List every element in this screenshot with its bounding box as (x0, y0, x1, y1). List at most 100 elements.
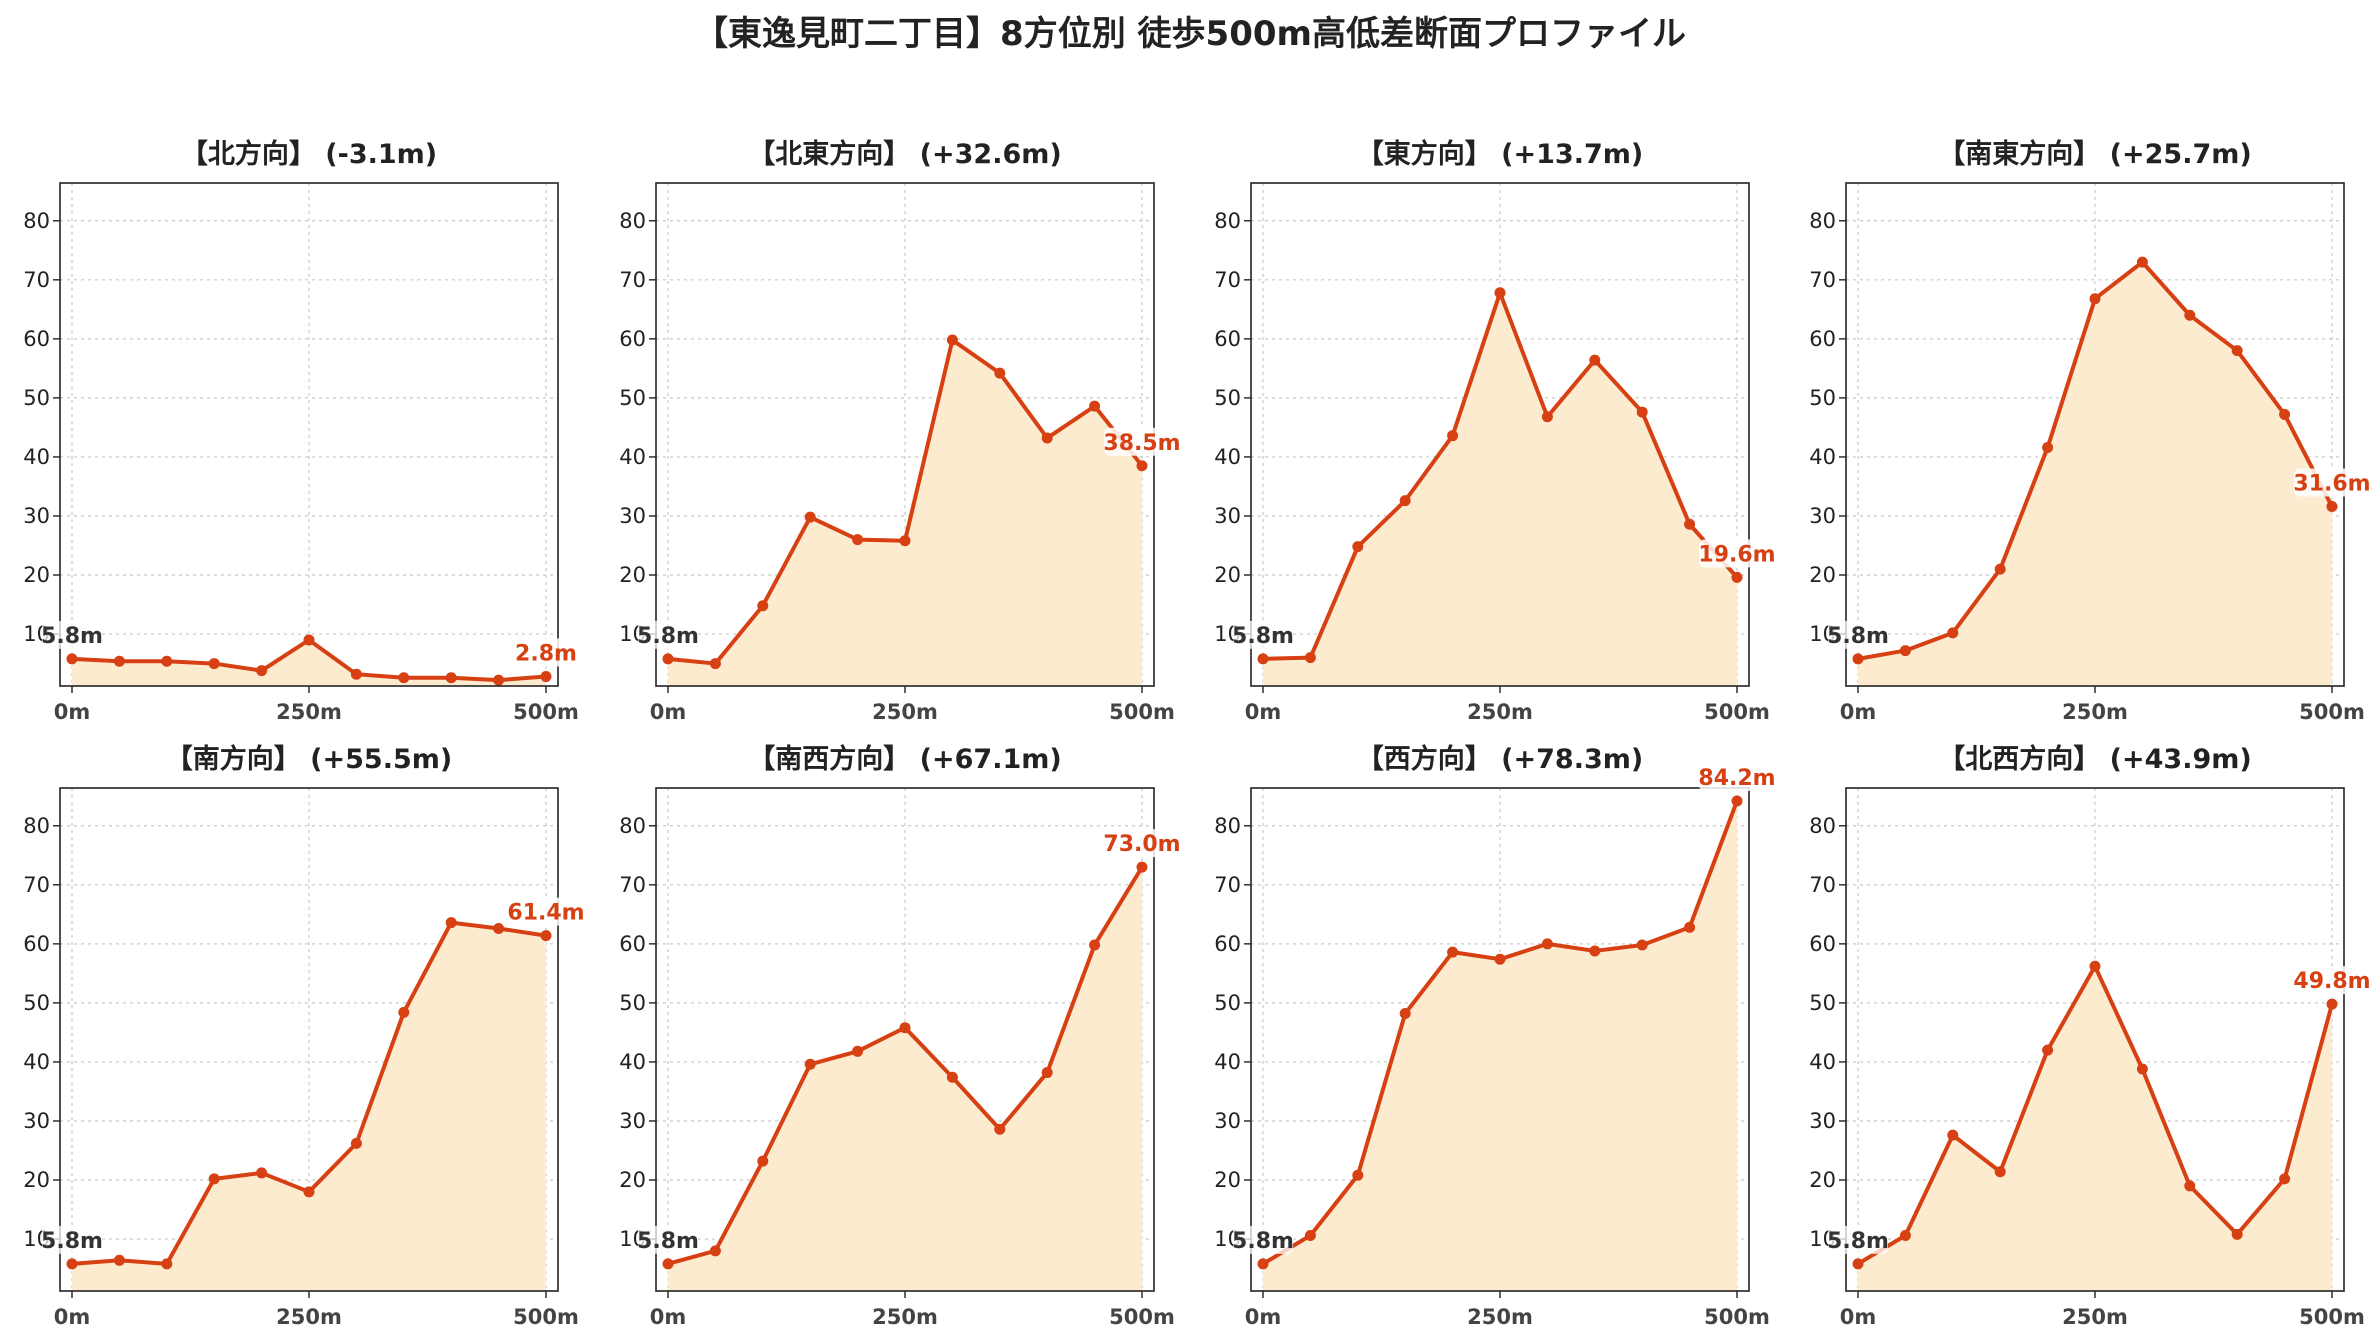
x-tick-label: 500m (2299, 1305, 2365, 1329)
area-fill (668, 867, 1142, 1291)
data-point (2042, 1044, 2054, 1056)
start-elevation-label: 5.8m (1232, 624, 1294, 649)
y-tick-label: 50 (1809, 991, 1836, 1015)
data-point (1684, 921, 1696, 933)
data-point (804, 511, 816, 523)
data-point (540, 930, 552, 942)
end-elevation-label: 31.6m (2293, 472, 2370, 497)
data-point (2184, 309, 2196, 321)
y-tick-label: 40 (23, 445, 50, 469)
x-tick-label: 0m (1840, 1305, 1877, 1329)
data-point (2326, 501, 2338, 513)
y-tick-label: 20 (1214, 1168, 1241, 1192)
data-point (709, 658, 721, 670)
y-tick-label: 80 (1809, 814, 1836, 838)
data-point (398, 1006, 410, 1018)
y-tick-label: 30 (619, 504, 646, 528)
data-point (1352, 1169, 1364, 1181)
y-tick-label: 80 (619, 814, 646, 838)
x-tick-label: 500m (1109, 1305, 1175, 1329)
y-tick-label: 80 (23, 814, 50, 838)
data-point (1541, 938, 1553, 950)
x-tick-label: 500m (513, 1305, 579, 1329)
y-tick-label: 60 (23, 327, 50, 351)
area-fill (1263, 292, 1737, 686)
y-tick-label: 40 (1809, 1050, 1836, 1074)
y-tick-label: 50 (619, 991, 646, 1015)
panel-title: 【東方向】 (+13.7m) (1357, 138, 1643, 170)
y-tick-label: 40 (23, 1050, 50, 1074)
data-point (1589, 945, 1601, 957)
data-point (1684, 518, 1696, 530)
start-label-bg (1828, 1225, 1888, 1254)
data-point (899, 1022, 911, 1034)
y-tick-label: 70 (1809, 268, 1836, 292)
data-point (256, 1167, 268, 1179)
x-tick-label: 0m (54, 1305, 91, 1329)
y-tick-label: 30 (1214, 504, 1241, 528)
data-point (1994, 1166, 2006, 1178)
y-tick-label: 80 (23, 209, 50, 233)
data-point (2231, 345, 2243, 357)
y-tick-label: 30 (1809, 1109, 1836, 1133)
y-tick-label: 80 (619, 209, 646, 233)
data-point (208, 1173, 220, 1185)
data-point (852, 534, 864, 546)
y-tick-label: 80 (1214, 814, 1241, 838)
data-point (2089, 293, 2101, 305)
end-label-bg (1104, 427, 1180, 456)
start-label-bg (638, 1225, 698, 1254)
y-tick-label: 60 (619, 932, 646, 956)
y-tick-label: 60 (1809, 327, 1836, 351)
data-point (1447, 946, 1459, 958)
data-point (1589, 354, 1601, 366)
end-elevation-label: 38.5m (1103, 431, 1180, 456)
panel-title: 【南東方向】 (+25.7m) (1938, 138, 2251, 170)
x-tick-label: 250m (2062, 1305, 2128, 1329)
x-tick-label: 0m (1245, 1305, 1282, 1329)
data-point (2279, 408, 2291, 420)
start-label-bg (1233, 620, 1293, 649)
x-tick-label: 500m (2299, 700, 2365, 724)
data-point (852, 1045, 864, 1057)
data-point (493, 674, 505, 686)
start-elevation-label: 5.8m (41, 1229, 103, 1254)
data-point (1352, 541, 1364, 553)
x-tick-label: 250m (1467, 1305, 1533, 1329)
data-point (161, 1258, 173, 1270)
data-point (2136, 1063, 2148, 1075)
data-point (540, 671, 552, 683)
start-label-bg (1828, 620, 1888, 649)
data-point (2326, 998, 2338, 1010)
panel-title: 【西方向】 (+78.3m) (1357, 743, 1643, 775)
data-point (1852, 653, 1864, 665)
data-point (1494, 287, 1506, 299)
x-tick-label: 250m (2062, 700, 2128, 724)
y-tick-label: 40 (1214, 445, 1241, 469)
end-label-bg (2294, 966, 2370, 995)
data-point (662, 1258, 674, 1270)
x-tick-label: 250m (872, 700, 938, 724)
data-point (2042, 441, 2054, 453)
data-point (994, 367, 1006, 379)
data-point (350, 668, 362, 680)
x-tick-label: 250m (276, 1305, 342, 1329)
data-point (1731, 571, 1743, 583)
data-point (757, 1155, 769, 1167)
y-tick-label: 70 (1809, 873, 1836, 897)
y-tick-label: 20 (619, 1168, 646, 1192)
x-tick-label: 500m (1109, 700, 1175, 724)
data-point (662, 653, 674, 665)
data-point (1636, 406, 1648, 418)
data-point (2184, 1180, 2196, 1192)
data-point (350, 1137, 362, 1149)
data-point (1041, 432, 1053, 444)
y-tick-label: 20 (23, 563, 50, 587)
data-point (303, 634, 315, 646)
data-point (113, 655, 125, 667)
y-tick-label: 60 (1809, 932, 1836, 956)
end-label-bg (2294, 468, 2370, 497)
x-tick-label: 0m (1840, 700, 1877, 724)
